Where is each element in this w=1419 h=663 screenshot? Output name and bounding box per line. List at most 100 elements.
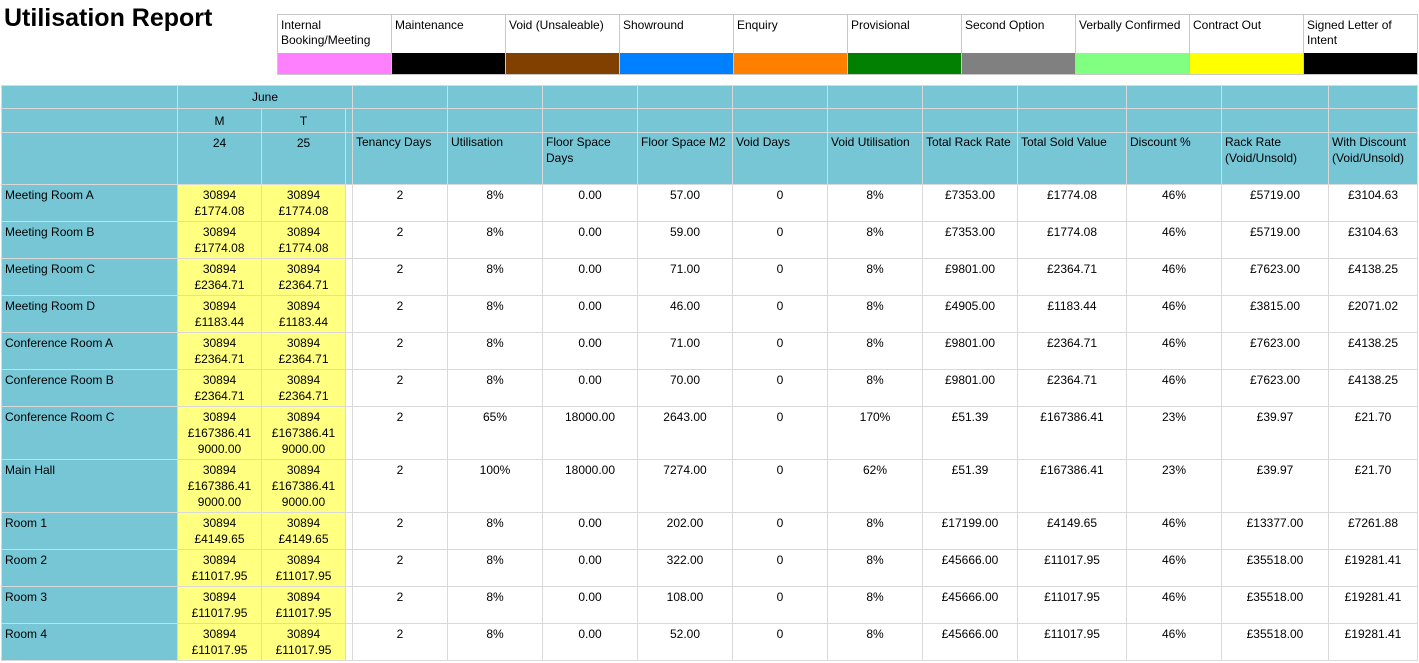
metric-value: £4138.25 [1328, 369, 1418, 407]
metric-value: 8% [447, 512, 543, 550]
metric-value: 0 [732, 258, 828, 296]
metric-value: 2 [352, 258, 448, 296]
booking-cell[interactable]: 30894 £2364.71 [261, 258, 346, 296]
booking-cell[interactable]: 30894 £167386.41 9000.00 [261, 406, 346, 460]
booking-value: 30894 [202, 553, 237, 567]
booking-cell[interactable]: 30894 £11017.95 [261, 586, 346, 624]
legend-label: Verbally Confirmed [1079, 18, 1181, 32]
legend-label: Provisional [851, 18, 910, 32]
booking-cell[interactable]: 30894 £1183.44 [177, 295, 262, 333]
metric-value: 2 [352, 221, 448, 259]
room-name: Room 3 [1, 586, 178, 624]
booking-cell[interactable]: 30894 £2364.71 [177, 369, 262, 407]
legend-item: Second Option [962, 15, 1076, 75]
legend-label: Maintenance [395, 18, 464, 32]
metric-value: £11017.95 [1017, 623, 1127, 661]
booking-value: £11017.95 [275, 569, 332, 583]
booking-value: £167386.41 [187, 479, 252, 493]
metric-value: 46% [1126, 332, 1222, 370]
booking-value: £167386.41 [187, 426, 252, 440]
legend-item: Maintenance [392, 15, 506, 75]
header-blank [1, 85, 178, 109]
spacer-cell [345, 623, 353, 661]
legend-swatch [1190, 53, 1303, 74]
booking-cell[interactable]: 30894 £11017.95 [261, 623, 346, 661]
metric-value: 8% [827, 295, 923, 333]
metric-value: £9801.00 [922, 369, 1018, 407]
booking-cell[interactable]: 30894 £1774.08 [177, 184, 262, 222]
booking-cell[interactable]: 30894 £11017.95 [261, 549, 346, 587]
spacer-cell [345, 586, 353, 624]
booking-value: 30894 [286, 516, 321, 530]
table-row: Room 2 30894 £11017.95 30894 £11017.95 2 8% 0.0… [1, 549, 1418, 587]
booking-cell[interactable]: 30894 £1774.08 [261, 221, 346, 259]
metric-value: £45666.00 [922, 623, 1018, 661]
spacer-cell [345, 184, 353, 222]
metric-value: 0 [732, 512, 828, 550]
booking-value: 30894 [286, 262, 321, 276]
legend-label: Enquiry [737, 18, 778, 32]
booking-value: 30894 [202, 590, 237, 604]
metric-value: £51.39 [922, 406, 1018, 460]
header-blank [1221, 108, 1329, 133]
booking-cell[interactable]: 30894 £167386.41 9000.00 [261, 459, 346, 513]
metric-value: 71.00 [637, 258, 733, 296]
booking-value: 30894 [202, 188, 237, 202]
booking-cell[interactable]: 30894 £11017.95 [177, 549, 262, 587]
metric-value: £2364.71 [1017, 369, 1127, 407]
header-blank [352, 108, 448, 133]
metric-value: 46% [1126, 549, 1222, 587]
booking-cell[interactable]: 30894 £2364.71 [261, 332, 346, 370]
booking-cell[interactable]: 30894 £1183.44 [261, 295, 346, 333]
booking-value: 30894 [286, 336, 321, 350]
legend-label: Signed Letter of Intent [1307, 18, 1392, 47]
column-header: Tenancy Days [352, 132, 448, 185]
header-blank [637, 108, 733, 133]
booking-cell[interactable]: 30894 £11017.95 [177, 586, 262, 624]
booking-cell[interactable]: 30894 £167386.41 9000.00 [177, 406, 262, 460]
booking-value: 30894 [286, 627, 321, 641]
table-row: Meeting Room D 30894 £1183.44 30894 £1183.44… [1, 295, 1418, 333]
booking-cell[interactable]: 30894 £4149.65 [261, 512, 346, 550]
booking-cell[interactable]: 30894 £167386.41 9000.00 [177, 459, 262, 513]
legend-label: Second Option [965, 18, 1045, 32]
room-name: Conference Room C [1, 406, 178, 460]
metric-value: 59.00 [637, 221, 733, 259]
metric-value: 8% [827, 623, 923, 661]
booking-cell[interactable]: 30894 £2364.71 [177, 332, 262, 370]
metric-value: 0.00 [542, 295, 638, 333]
metric-value: £9801.00 [922, 332, 1018, 370]
metric-value: 0 [732, 549, 828, 587]
metric-value: £51.39 [922, 459, 1018, 513]
booking-value: £1774.08 [278, 204, 329, 218]
metric-value: 2 [352, 549, 448, 587]
spacer-cell [345, 295, 353, 333]
metric-value: 46% [1126, 295, 1222, 333]
booking-cell[interactable]: 30894 £2364.71 [261, 369, 346, 407]
metric-value: £45666.00 [922, 549, 1018, 587]
room-name: Main Hall [1, 459, 178, 513]
booking-value: 30894 [286, 373, 321, 387]
metric-value: £7261.88 [1328, 512, 1418, 550]
booking-value: £2364.71 [194, 278, 245, 292]
metric-value: £35518.00 [1221, 586, 1329, 624]
booking-cell[interactable]: 30894 £11017.95 [177, 623, 262, 661]
booking-cell[interactable]: 30894 £4149.65 [177, 512, 262, 550]
booking-cell[interactable]: 30894 £2364.71 [177, 258, 262, 296]
metric-value: 0 [732, 406, 828, 460]
metric-value: 46% [1126, 512, 1222, 550]
column-header: Floor Space Days [542, 132, 638, 185]
table-row: Meeting Room B 30894 £1774.08 30894 £1774.08… [1, 221, 1418, 259]
header-blank [922, 108, 1018, 133]
metric-value: £1183.44 [1017, 295, 1127, 333]
legend-item: Contract Out [1190, 15, 1304, 75]
legend-label: Showround [623, 18, 684, 32]
booking-cell[interactable]: 30894 £1774.08 [177, 221, 262, 259]
booking-cell[interactable]: 30894 £1774.08 [261, 184, 346, 222]
booking-value: 30894 [286, 225, 321, 239]
booking-value: £2364.71 [278, 352, 329, 366]
header-blank [352, 85, 448, 109]
metric-value: 71.00 [637, 332, 733, 370]
booking-value: 9000.00 [197, 442, 242, 456]
legend-swatch [620, 53, 733, 74]
